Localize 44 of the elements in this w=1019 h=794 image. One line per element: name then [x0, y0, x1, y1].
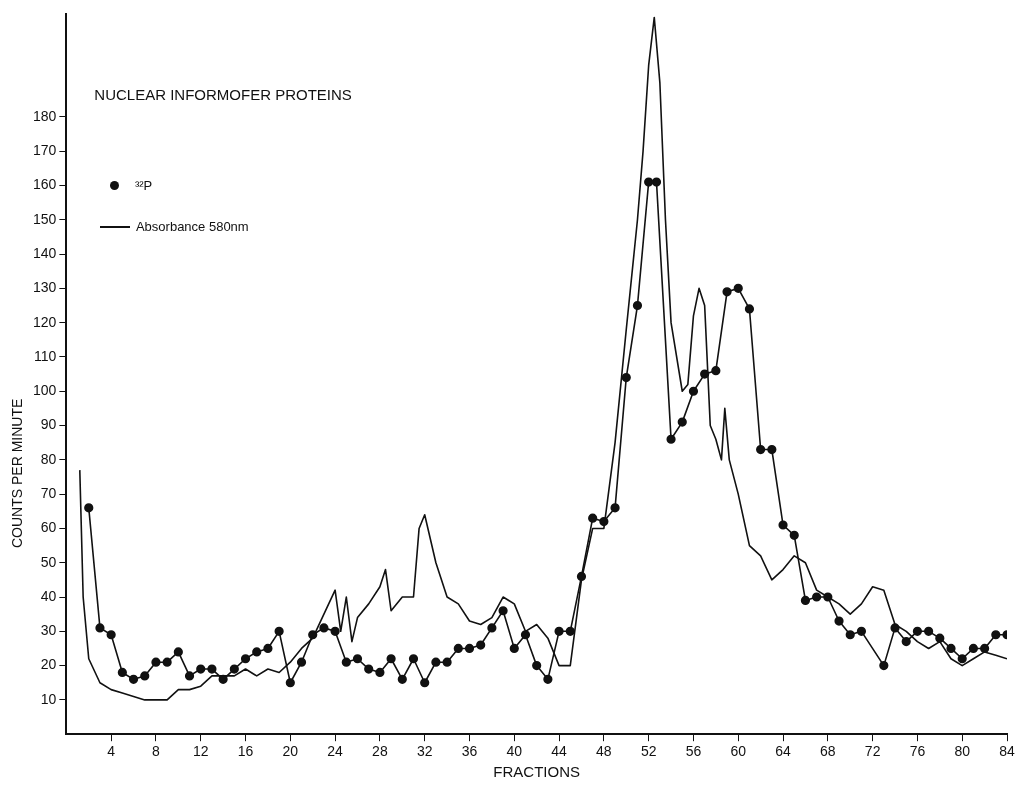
- legend-label: Absorbance 580nm: [135, 219, 249, 235]
- y-tick-label: 110: [34, 347, 57, 364]
- text: NUCLEAR INFORMOFER PROTEINS: [94, 86, 352, 104]
- y-tick-label: 10: [40, 690, 57, 707]
- y-tick-label: 60: [40, 519, 57, 536]
- x-tick-label: 16: [237, 743, 254, 760]
- x-tick-label: 76: [909, 743, 926, 760]
- y-tick-label: 50: [40, 553, 57, 570]
- y-tick-label: 140: [33, 244, 57, 261]
- x-tick-label: 64: [775, 743, 792, 760]
- x-tick-label: 4: [107, 743, 116, 760]
- y-tick-label: 100: [33, 382, 57, 399]
- x-tick-label: 56: [685, 743, 702, 760]
- x-tick-label: 36: [461, 743, 478, 760]
- x-tick-label: 12: [192, 743, 209, 760]
- x-tick-label: 68: [820, 743, 836, 760]
- y-tick-label: 40: [40, 587, 57, 604]
- y-tick-label: 130: [33, 279, 57, 296]
- y-tick-label: 70: [40, 484, 57, 501]
- x-tick-label: 52: [640, 743, 657, 760]
- x-tick-label: 20: [282, 743, 299, 760]
- x-tick-label: 24: [327, 743, 344, 760]
- y-tick-label: 20: [40, 656, 57, 673]
- y-axis-title: COUNTS PER MINUTE: [8, 398, 25, 548]
- x-tick-label: 84: [999, 743, 1015, 760]
- x-tick-label: 44: [551, 743, 568, 760]
- y-tick-label: 120: [33, 313, 57, 330]
- x-tick-label: 28: [372, 743, 388, 760]
- x-tick-label: 32: [416, 743, 433, 760]
- x-axis-title: FRACTIONS: [493, 763, 581, 781]
- legend-label: ³²P: [134, 177, 153, 193]
- y-tick-label: 150: [33, 210, 57, 227]
- x-tick-label: 60: [730, 743, 747, 760]
- x-tick-label: 40: [506, 743, 523, 760]
- y-tick-label: 30: [40, 622, 57, 639]
- y-tick-label: 180: [33, 107, 57, 124]
- x-tick-label: 72: [864, 743, 881, 760]
- x-tick-label: 48: [596, 743, 612, 760]
- y-tick-label: 160: [33, 176, 57, 193]
- y-tick-label: 170: [33, 142, 57, 159]
- y-tick-label: 80: [40, 450, 57, 467]
- x-tick-label: 8: [152, 743, 161, 760]
- y-tick-label: 90: [40, 416, 57, 433]
- x-tick-label: 80: [954, 743, 971, 760]
